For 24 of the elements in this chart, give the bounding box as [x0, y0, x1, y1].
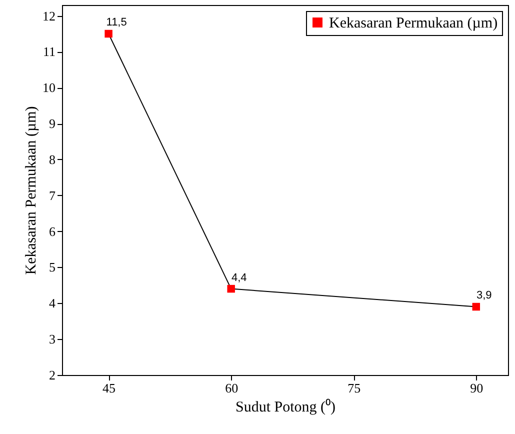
data-label: 3,9: [476, 290, 492, 302]
point: [104, 30, 112, 38]
data-label: 4,4: [231, 272, 247, 284]
y-axis-title: Kekasaran Permukaan (µm): [24, 106, 40, 275]
x-tick-label: 45: [102, 380, 116, 396]
point: [472, 302, 480, 311]
y-tick-label: 4: [49, 296, 56, 311]
x-axis-title: Sudut Potong (⁰): [235, 398, 336, 416]
y-tick-label: 2: [49, 368, 56, 382]
y-tick-label: 12: [42, 8, 56, 24]
y-tick-label: 6: [49, 224, 56, 239]
x-tick-label: 60: [225, 380, 238, 396]
y-tick-label: 9: [49, 116, 56, 132]
y-tick-label: 8: [49, 152, 56, 167]
y-tick-label: 3: [49, 332, 56, 347]
y-tick-label: 11: [42, 44, 56, 60]
x-tick-label: 90: [470, 380, 484, 396]
x-tick-label: 75: [348, 380, 361, 396]
point: [227, 284, 235, 293]
legend-label: Kekasaran Permukaan (µm): [329, 16, 498, 32]
y-tick-label: 5: [49, 260, 56, 275]
y-tick-label: 7: [49, 188, 56, 203]
data-label: 11,5: [106, 16, 127, 29]
y-tick-label: 10: [42, 80, 56, 96]
